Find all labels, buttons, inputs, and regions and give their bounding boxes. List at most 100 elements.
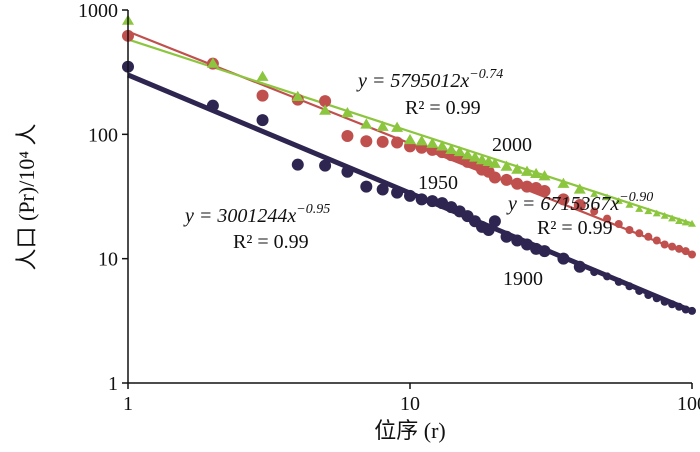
point-2000 xyxy=(475,154,488,165)
y-tick-label: 1 xyxy=(108,373,118,395)
point-1950 xyxy=(391,136,404,149)
point-1950 xyxy=(668,242,677,251)
point-2000 xyxy=(681,218,690,226)
point-1900 xyxy=(426,195,439,208)
r2-1950: R² = 0.99 xyxy=(537,217,613,239)
point-2000 xyxy=(500,160,513,171)
point-1900 xyxy=(360,180,373,193)
point-1900 xyxy=(415,193,428,206)
point-1950 xyxy=(660,240,669,249)
equation-2000: y = 5795012x−0.74 xyxy=(356,67,503,92)
annotation-2000: y = 5795012x−0.74 R² = 0.99 xyxy=(356,67,503,119)
point-2000 xyxy=(415,135,428,146)
series-label-1900: 1900 xyxy=(503,268,543,290)
point-2000 xyxy=(614,197,623,204)
point-1950 xyxy=(341,129,354,142)
point-1900 xyxy=(482,224,495,237)
point-2000 xyxy=(468,151,481,162)
r2-2000: R² = 0.99 xyxy=(405,97,481,119)
y-axis-title: 人口 (Pr)/10⁴ 人 xyxy=(14,124,39,271)
point-1950 xyxy=(500,173,513,186)
point-1950 xyxy=(652,236,661,245)
point-1900 xyxy=(614,277,623,286)
point-1900 xyxy=(488,215,501,228)
point-2000 xyxy=(573,183,586,194)
annotation-1900: y = 3001244x−0.95 R² = 0.99 xyxy=(183,202,330,253)
point-2000 xyxy=(635,205,644,212)
axis-ticks: 1 10 100 1 10 100 1000 xyxy=(78,0,700,415)
point-2000 xyxy=(436,140,449,151)
point-1950 xyxy=(376,135,389,148)
point-2000 xyxy=(538,170,551,181)
series-label-1950: 1950 xyxy=(418,172,458,194)
point-1900 xyxy=(291,158,304,171)
point-1900 xyxy=(404,189,416,202)
point-1950 xyxy=(688,250,696,259)
point-1950 xyxy=(521,180,534,193)
point-2000 xyxy=(426,137,439,148)
point-1900 xyxy=(625,282,634,291)
point-1900 xyxy=(668,300,677,309)
r2-1900: R² = 0.99 xyxy=(233,231,309,253)
point-2000 xyxy=(660,212,669,219)
point-1900 xyxy=(688,306,696,315)
point-1900 xyxy=(652,294,661,303)
point-1900 xyxy=(511,234,524,247)
point-1900 xyxy=(557,252,570,265)
x-axis-title: 位序 (r) xyxy=(374,418,445,443)
point-1950 xyxy=(538,185,551,198)
point-1950 xyxy=(488,171,501,184)
point-2000 xyxy=(668,214,677,222)
point-1900 xyxy=(391,186,404,199)
point-2000 xyxy=(360,118,373,129)
point-2000 xyxy=(256,70,269,81)
point-2000 xyxy=(625,200,634,208)
point-2000 xyxy=(206,57,219,68)
point-1900 xyxy=(376,183,389,196)
point-2000 xyxy=(644,207,653,215)
x-tick-label: 10 xyxy=(400,393,420,415)
point-2000 xyxy=(319,104,332,115)
point-2000 xyxy=(488,157,501,168)
point-1950 xyxy=(614,220,623,229)
point-1900 xyxy=(319,159,332,172)
point-1950 xyxy=(625,226,634,235)
x-tick-label: 1 xyxy=(123,393,133,415)
point-2000 xyxy=(445,143,458,154)
point-1900 xyxy=(660,297,669,306)
point-2000 xyxy=(404,133,416,145)
point-2000 xyxy=(291,90,304,101)
point-1950 xyxy=(557,193,570,206)
x-tick-label: 100 xyxy=(677,393,700,415)
point-1950 xyxy=(360,135,373,148)
point-1950 xyxy=(590,207,599,216)
point-1950 xyxy=(319,95,332,108)
y-tick-label: 1000 xyxy=(78,0,118,22)
series-label-2000: 2000 xyxy=(492,134,532,156)
fit-line-2000 xyxy=(127,38,693,225)
point-2000 xyxy=(688,219,696,227)
point-1900 xyxy=(500,230,513,243)
point-2000 xyxy=(590,190,599,197)
point-1950 xyxy=(573,199,586,212)
point-2000 xyxy=(675,217,684,224)
point-1900 xyxy=(521,238,534,251)
point-1950 xyxy=(511,177,524,190)
point-2000 xyxy=(376,120,389,131)
equation-1900: y = 3001244x−0.95 xyxy=(183,202,330,227)
equation-1950: y = 6715367x−0.90 xyxy=(506,190,653,215)
point-2000 xyxy=(511,163,524,174)
point-2000 xyxy=(453,145,466,157)
point-2000 xyxy=(530,167,543,179)
point-1950 xyxy=(675,244,684,253)
point-2000 xyxy=(603,193,612,201)
point-1950 xyxy=(603,214,612,223)
point-2000 xyxy=(521,165,534,176)
point-2000 xyxy=(461,149,474,160)
y-tick-label: 100 xyxy=(88,124,118,146)
point-2000 xyxy=(557,177,570,188)
point-1950 xyxy=(635,229,644,238)
point-1900 xyxy=(256,114,269,127)
point-2000 xyxy=(341,107,354,118)
point-1900 xyxy=(644,291,653,300)
